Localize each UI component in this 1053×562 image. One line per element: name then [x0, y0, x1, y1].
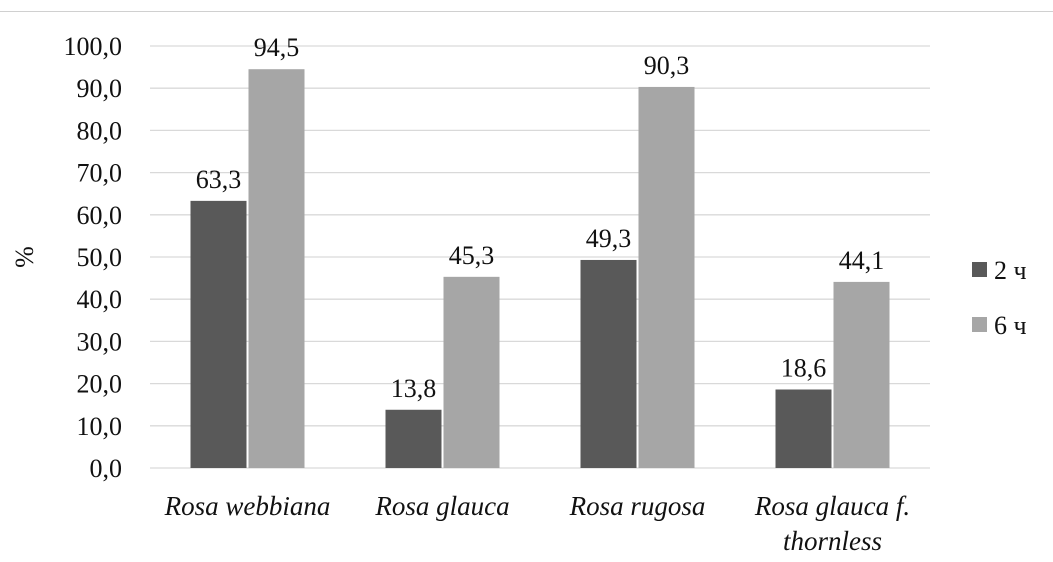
bar	[385, 409, 442, 468]
top-border	[0, 11, 1053, 12]
data-label: 49,3	[586, 224, 632, 253]
bars	[190, 69, 890, 469]
y-tick-label: 80,0	[77, 116, 123, 145]
bar	[833, 281, 890, 468]
y-tick-label: 100,0	[64, 32, 123, 61]
legend-label: 6 ч	[994, 311, 1027, 340]
data-labels: 63,3 94,5 13,8 45,3 49,3 90,3 18,6 44,1	[196, 33, 885, 403]
legend-swatch	[972, 317, 987, 332]
x-category-label: Rosa glauca	[374, 491, 509, 521]
data-label: 94,5	[254, 33, 300, 62]
bar	[638, 86, 695, 469]
y-tick-label: 60,0	[77, 201, 123, 230]
data-label: 90,3	[644, 51, 690, 80]
bar	[443, 276, 500, 468]
legend: 2 ч 6 ч	[972, 256, 1027, 340]
bar	[580, 259, 637, 468]
y-tick-label: 20,0	[77, 370, 123, 399]
legend-swatch	[972, 262, 987, 277]
y-tick-label: 30,0	[77, 327, 123, 356]
y-axis-ticks: 0,0 10,0 20,0 30,0 40,0 50,0 60,0 70,0 80,0 90,0 1…	[64, 32, 123, 483]
x-category-label: Rosa glauca f. thornless	[754, 491, 910, 556]
data-label: 45,3	[449, 241, 495, 270]
y-tick-label: 50,0	[77, 243, 123, 272]
y-tick-label: 10,0	[77, 412, 123, 441]
x-category-label: Rosa webbiana	[164, 491, 331, 521]
y-axis-title: %	[10, 246, 39, 268]
bar	[190, 200, 247, 468]
x-axis-categories: Rosa webbiana Rosa glauca Rosa rugosa Rosa …	[164, 491, 911, 556]
data-label: 63,3	[196, 165, 242, 194]
y-tick-label: 90,0	[77, 74, 123, 103]
bar	[775, 389, 832, 468]
y-tick-label: 70,0	[77, 159, 123, 188]
bar	[248, 69, 305, 469]
y-tick-label: 0,0	[90, 454, 123, 483]
legend-label: 2 ч	[994, 256, 1027, 285]
data-label: 18,6	[781, 354, 827, 383]
x-category-label: Rosa rugosa	[569, 491, 706, 521]
y-tick-label: 40,0	[77, 285, 123, 314]
data-label: 44,1	[839, 246, 885, 275]
data-label: 13,8	[391, 374, 437, 403]
